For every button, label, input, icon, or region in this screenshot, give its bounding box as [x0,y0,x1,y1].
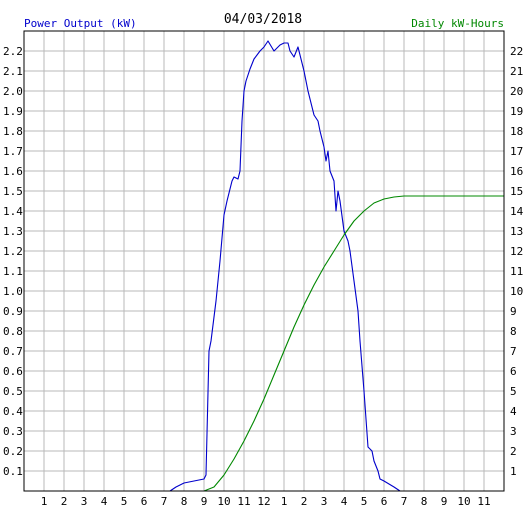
left-y-tick-label: 0.4 [3,405,23,418]
left-y-tick-label: 0.1 [3,465,23,478]
left-y-tick-label: 1.3 [3,225,23,238]
right-y-tick-label: 5 [510,385,517,398]
left-y-tick-label: 0.7 [3,345,23,358]
x-tick-label: 10 [457,495,470,508]
x-tick-label: 6 [141,495,148,508]
left-y-tick-label: 0.9 [3,305,23,318]
right-y-tick-label: 9 [510,305,517,318]
x-tick-label: 11 [477,495,490,508]
left-y-tick-label: 1.7 [3,145,23,158]
right-y-tick-label: 7 [510,345,517,358]
x-tick-label: 3 [321,495,328,508]
left-y-tick-label: 1.6 [3,165,23,178]
left-axis-label: Power Output (kW) [24,17,137,30]
right-y-tick-label: 17 [510,145,523,158]
right-y-tick-label: 22 [510,45,523,58]
right-y-tick-label: 15 [510,185,523,198]
series-lines [169,40,504,492]
right-y-tick-label: 11 [510,265,523,278]
x-tick-label: 2 [301,495,308,508]
x-tick-label: 5 [361,495,368,508]
x-tick-label: 6 [381,495,388,508]
x-tick-label: 9 [441,495,448,508]
x-tick-label: 3 [81,495,88,508]
left-y-tick-label: 0.6 [3,365,23,378]
left-y-tick-label: 0.5 [3,385,23,398]
right-y-tick-label: 21 [510,65,523,78]
plot-frame [23,30,505,492]
x-tick-label: 8 [421,495,428,508]
right-y-tick-label: 16 [510,165,523,178]
tick-labels: 1 2 3 4 5 6 7 8 9 10 11 12 1 2 3 4 5 6 7 8 9 10 110.10.20.30.4… [3,45,524,508]
x-tick-label: 9 [201,495,208,508]
left-y-tick-label: 2.1 [3,65,23,78]
right-axis-label: Daily kW-Hours [411,17,504,30]
right-y-tick-label: 8 [510,325,517,338]
x-tick-label: 7 [161,495,168,508]
left-y-tick-label: 1.4 [3,205,23,218]
left-y-tick-label: 1.2 [3,245,23,258]
left-y-tick-label: 1.5 [3,185,23,198]
x-tick-label: 12 [257,495,270,508]
right-y-tick-label: 12 [510,245,523,258]
left-y-tick-label: 1.9 [3,105,23,118]
right-y-tick-label: 2 [510,445,517,458]
power-output-line [169,40,418,492]
left-y-tick-label: 2.2 [3,45,23,58]
x-tick-label: 5 [121,495,128,508]
daily-kwh-line [203,195,504,492]
left-y-tick-label: 2.0 [3,85,23,98]
x-tick-label: 8 [181,495,188,508]
right-y-tick-label: 18 [510,125,523,138]
grid [24,31,504,491]
right-y-tick-label: 10 [510,285,523,298]
x-tick-label: 10 [217,495,230,508]
x-tick-label: 1 [41,495,48,508]
right-y-tick-label: 20 [510,85,523,98]
left-y-tick-label: 0.3 [3,425,23,438]
left-y-tick-label: 1.1 [3,265,23,278]
right-y-tick-label: 1 [510,465,517,478]
x-tick-label: 1 [281,495,288,508]
left-y-tick-label: 0.2 [3,445,23,458]
right-y-tick-label: 3 [510,425,517,438]
x-tick-label: 4 [341,495,348,508]
x-tick-label: 11 [237,495,250,508]
x-tick-label: 2 [61,495,68,508]
right-y-tick-label: 19 [510,105,523,118]
left-y-tick-label: 1.0 [3,285,23,298]
left-y-tick-label: 0.8 [3,325,23,338]
x-tick-label: 4 [101,495,108,508]
right-y-tick-label: 6 [510,365,517,378]
x-tick-label: 7 [401,495,408,508]
right-y-tick-label: 14 [510,205,524,218]
chart-title: 04/03/2018 [224,12,302,27]
right-y-tick-label: 13 [510,225,523,238]
right-y-tick-label: 4 [510,405,517,418]
left-y-tick-label: 1.8 [3,125,23,138]
